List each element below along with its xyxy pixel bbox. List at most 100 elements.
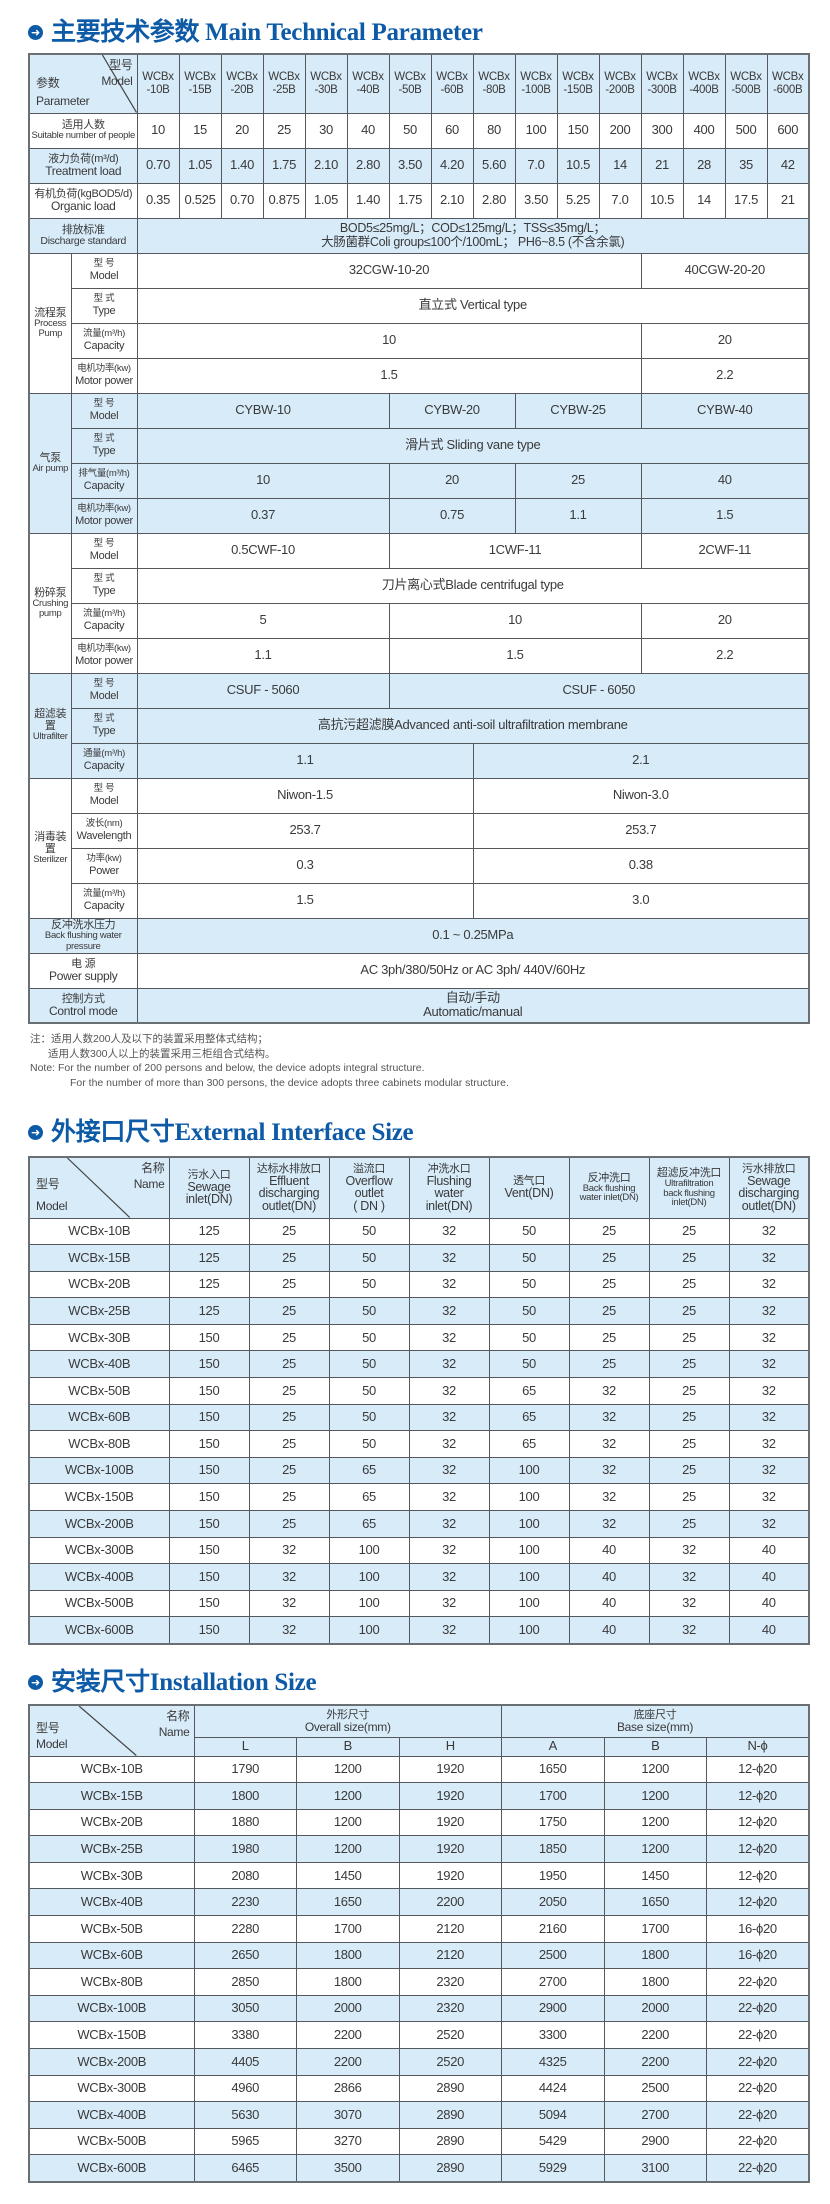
value-cell: 32: [248, 1536, 330, 1565]
main-parameter-section: 型号 Model 参数 Parameter WCBx -10B WCBx -15B WCBx…: [28, 53, 810, 1090]
value-cell: 100: [514, 112, 558, 149]
value-cell: 500: [724, 112, 768, 149]
value-cell: 32: [728, 1244, 810, 1272]
value-cell: 1200: [603, 1808, 707, 1837]
label-cn: 流量(m³/h): [83, 328, 125, 340]
value-cell: 40: [346, 112, 390, 149]
table-row: WCBx-200B 150 25 65 32 100 32 25 32: [28, 1510, 810, 1538]
sub-label: 排气量(m³/h) Capacity: [70, 462, 138, 499]
value-cell: 5.25: [556, 182, 600, 219]
value-cell: 0.875: [262, 182, 306, 219]
value-cell: 35: [724, 147, 768, 184]
value-cell: 25: [568, 1323, 650, 1352]
column-header: 透气口 Vent(DN): [488, 1156, 570, 1219]
value-cell: 100: [488, 1536, 570, 1565]
value-cell: 2.80: [346, 147, 390, 184]
table-row: WCBx-25B 1980 1200 1920 1850 1200 12-ϕ20: [28, 1835, 810, 1863]
label-en: Model: [89, 269, 119, 282]
model-cell: WCBx-60B: [28, 1403, 170, 1432]
value-cell: 1980: [193, 1835, 297, 1863]
notes: 注：适用人数200人及以下的装置采用整体式结构； 适用人数300人以上的装置采用…: [30, 1032, 810, 1090]
value-cell: 50: [328, 1270, 410, 1299]
value-cell: 25: [648, 1510, 730, 1538]
value-cell: 42: [766, 147, 810, 184]
value-cell: 1650: [501, 1755, 605, 1784]
table-row: WCBx-10B 125 25 50 32 50 25 25 32: [28, 1217, 810, 1246]
value-cell: 25: [568, 1297, 650, 1325]
value-cell: 10.5: [556, 147, 600, 184]
column-header: 溢流口 Overflow outlet ( DN ): [328, 1156, 410, 1219]
label-cn: 型 式: [93, 573, 115, 585]
value-cell: 5929: [501, 2154, 605, 2182]
value-cell: 2080: [193, 1861, 297, 1890]
value-cell: 50: [328, 1217, 410, 1246]
value-cell: 0.525: [178, 182, 222, 219]
label-en: Model: [89, 794, 119, 807]
value-cell: 100: [488, 1563, 570, 1591]
value-cell: 12-ϕ20: [706, 1888, 810, 1917]
label-en: Type: [92, 444, 116, 457]
group-row: 功率(kw) Power 0.3 0.38: [29, 847, 810, 884]
model-cell: WCBx-150B: [28, 1483, 170, 1512]
group-en: Ultrafilter: [32, 731, 68, 743]
value-cell: 2200: [296, 2048, 400, 2076]
value-cell: 1.5: [136, 882, 474, 919]
sub-header: H: [398, 1736, 502, 1757]
group-row: 流量(m³/h) Capacity 5 10 20: [29, 602, 810, 639]
group-row: 型 式 Type 刀片离心式Blade centrifugal type: [29, 567, 810, 604]
value-cell: 0.37: [136, 497, 390, 534]
value-cell: 40: [728, 1616, 810, 1644]
value-cell: 1800: [603, 1968, 707, 1996]
value-cell: AC 3ph/380/50Hz or AC 3ph/ 440V/60Hz: [136, 952, 810, 989]
row-label: 电 源 Power supply: [28, 952, 138, 989]
value-cell: 32: [408, 1616, 490, 1644]
value-cell: 17.5: [724, 182, 768, 219]
value-cell: 1790: [193, 1755, 297, 1784]
value-cell: 25: [248, 1270, 330, 1299]
label-cn: 型 号: [93, 783, 115, 795]
group-row: 波长(nm) Wavelength 253.7 253.7: [29, 812, 810, 849]
model-cell: WCBx-100B: [28, 1994, 195, 2023]
value-cell: 25: [248, 1217, 330, 1246]
col-en: Overflow outlet ( DN ): [345, 1173, 393, 1213]
value-cell: 25: [648, 1323, 730, 1352]
value-cell: 32CGW-10-20: [136, 252, 642, 289]
group-cn: 底座尺寸: [633, 1708, 677, 1721]
value-cell: 25: [248, 1377, 330, 1405]
label-en: Power: [89, 864, 119, 877]
value-cell: 4960: [193, 2074, 297, 2103]
value-cell: 50: [388, 112, 432, 149]
value-cell: 100: [328, 1589, 410, 1618]
value-cell: 25: [648, 1217, 730, 1246]
model-cell: WCBx-20B: [28, 1808, 195, 1837]
note-line: 适用人数300人以上的装置采用三柜组合式结构。: [48, 1047, 276, 1060]
arrow-circle-icon: ➜: [28, 25, 43, 40]
value-cell: 100: [328, 1616, 410, 1644]
label-cn: 适用人数: [61, 119, 105, 132]
value-cell: 2CWF-11: [640, 532, 810, 569]
group-row: 电机功率(kw) Motor power 0.37 0.75 1.1 1.5: [29, 497, 810, 534]
label-cn: 型 号: [93, 678, 115, 690]
discharge-row: 排放标准 Discharge standard BOD5≤25mg/L；COD≤12…: [28, 217, 810, 254]
value-cell: 1850: [501, 1835, 605, 1863]
value-cell: 4405: [193, 2048, 297, 2076]
group-row: 超滤装置 Ultrafilter 型 号 Model CSUF - 5060 CSUF -…: [28, 672, 810, 779]
value-cell: 200: [598, 112, 642, 149]
value-cell: 4.20: [430, 147, 474, 184]
value-cell: 150: [168, 1536, 250, 1565]
value-cell: 150: [168, 1350, 250, 1379]
value-cell: 25: [648, 1430, 730, 1458]
value-cell: 253.7: [136, 812, 474, 849]
group-label: 气泵 Air pump: [28, 392, 72, 534]
table-row: WCBx-40B 2230 1650 2200 2050 1650 12-ϕ20: [28, 1888, 810, 1917]
row-label: 控制方式 Control mode: [28, 987, 138, 1024]
value-cell: 32: [408, 1244, 490, 1272]
corner-label: Model: [36, 1737, 68, 1752]
label-cn: 功率(kw): [86, 853, 122, 865]
label-en: Capacity: [83, 339, 125, 352]
value-cell: 21: [640, 147, 684, 184]
value-cell: 32: [568, 1510, 650, 1538]
value-cell: 2890: [398, 2127, 502, 2156]
label-en: Suitable number of people: [31, 130, 136, 142]
value-cell: 2280: [193, 1915, 297, 1943]
